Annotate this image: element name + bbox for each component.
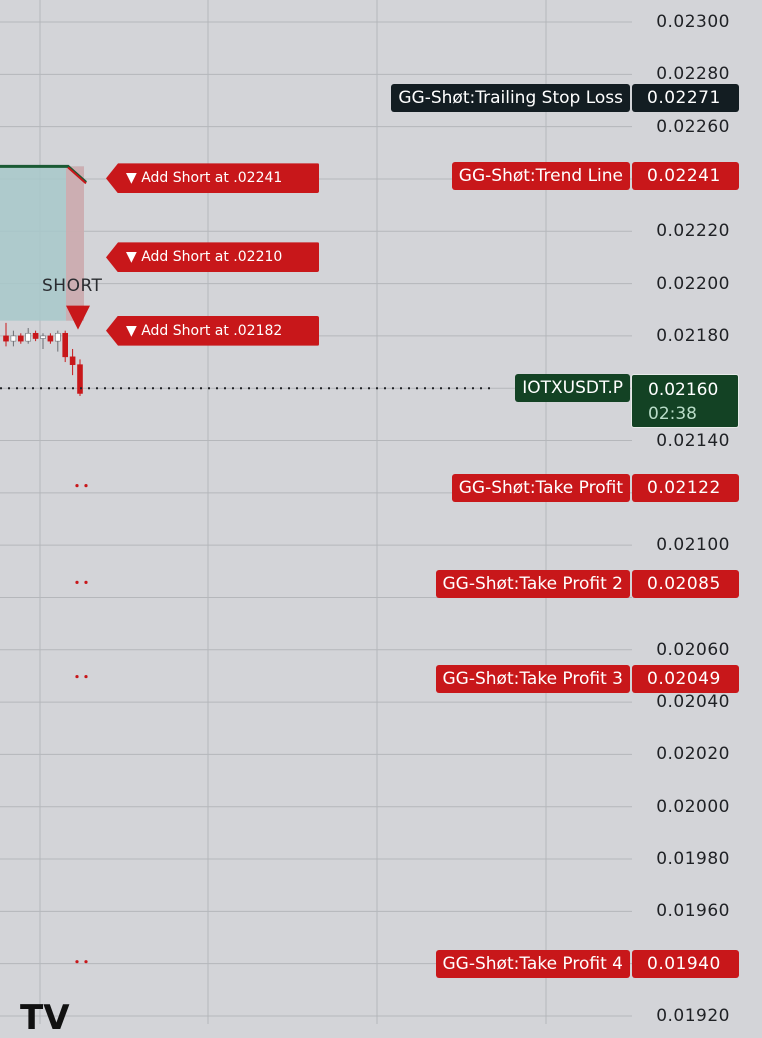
candle-body-3 xyxy=(25,332,32,342)
trading-line-name-5: GG-Shøt:Take Profit 4 xyxy=(435,949,630,978)
trading-line-name-0: GG-Shøt:Trailing Stop Loss xyxy=(391,83,630,112)
candle-body-1 xyxy=(10,335,17,342)
trading-line-name-1: GG-Shøt:Trend Line xyxy=(451,162,630,191)
candle-body-2 xyxy=(17,335,24,342)
trading-line-price-4: 0.02049 xyxy=(632,664,739,693)
trading-line-price-1: 0.02241 xyxy=(632,162,739,191)
trading-line-name-4: GG-Shøt:Take Profit 3 xyxy=(435,664,630,693)
tp-dot-a-0 xyxy=(75,484,79,488)
price-tick-label: 0.01980 xyxy=(656,849,730,870)
trading-line-name-3: GG-Shøt:Take Profit 2 xyxy=(435,570,630,599)
tp-dot-b-2 xyxy=(84,674,88,679)
price-tick-label: 0.02020 xyxy=(656,744,730,765)
price-tick-label: 0.02180 xyxy=(656,325,730,346)
price-tick-label: 0.02300 xyxy=(656,12,730,32)
position-zone-loss xyxy=(66,166,84,321)
add-short-order-flag[interactable]: ▼ Add Short at .02210 xyxy=(106,242,319,273)
last-price-tag: 0.02160 02:38 xyxy=(631,374,739,429)
signal-label-short: SHORT xyxy=(42,276,103,296)
tp-dot-b-0 xyxy=(84,484,88,488)
tp-dot-a-2 xyxy=(75,674,79,679)
tp-dot-b-1 xyxy=(84,580,88,584)
trend-line-break xyxy=(67,166,87,185)
price-tick-label: 0.02100 xyxy=(656,535,730,556)
price-tick-label: 0.02260 xyxy=(656,116,730,137)
trading-line-name-2: GG-Shøt:Take Profit xyxy=(451,473,630,502)
tradingview-logo[interactable]: TV xyxy=(20,998,70,1038)
tp-dot-a-1 xyxy=(75,580,79,584)
symbol-label: IOTXUSDT.P xyxy=(522,378,623,399)
candle-body-8 xyxy=(62,332,69,358)
candle-body-0 xyxy=(3,335,9,342)
price-tick-label: 0.01920 xyxy=(656,1006,730,1026)
bar-countdown: 02:38 xyxy=(648,404,697,425)
price-tick-label: 0.02040 xyxy=(656,692,730,713)
price-tick-label: 0.02200 xyxy=(656,273,730,294)
add-short-order-flag[interactable]: ▼ Add Short at .02241 xyxy=(106,163,319,194)
candle-body-5 xyxy=(40,335,46,339)
symbol-tag: IOTXUSDT.P xyxy=(515,374,630,403)
last-price-value: 0.02160 xyxy=(648,380,719,401)
candle-body-6 xyxy=(47,335,54,342)
price-tick-label: 0.01960 xyxy=(656,901,730,922)
candle-body-9 xyxy=(69,356,76,365)
trading-line-price-2: 0.02122 xyxy=(632,473,739,502)
candle-body-7 xyxy=(54,332,61,342)
short-signal-arrow xyxy=(66,305,90,330)
tp-dot-b-3 xyxy=(84,960,88,964)
price-tick-label: 0.02140 xyxy=(656,430,730,451)
add-short-order-flag[interactable]: ▼ Add Short at .02182 xyxy=(106,315,319,346)
trading-line-price-5: 0.01940 xyxy=(632,949,739,978)
tp-dot-a-3 xyxy=(75,960,79,964)
price-tick-label: 0.02000 xyxy=(656,796,730,817)
candle-body-4 xyxy=(32,332,39,339)
price-tick-label: 0.02220 xyxy=(656,221,730,242)
price-tick-label: 0.02060 xyxy=(656,639,730,660)
trading-line-price-3: 0.02085 xyxy=(632,570,739,599)
trading-line-price-0: 0.02271 xyxy=(632,83,739,112)
price-tick-label: 0.02280 xyxy=(656,64,730,85)
candle-body-10 xyxy=(77,364,83,394)
